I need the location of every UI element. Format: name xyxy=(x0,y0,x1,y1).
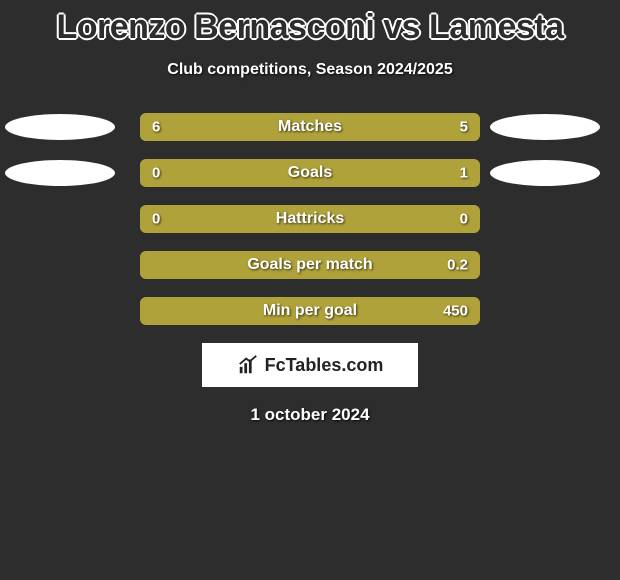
right-value: 0.2 xyxy=(447,257,468,274)
stat-row: 0 Goals 1 xyxy=(0,159,620,187)
comparison-chart: 6 Matches 5 0 Goals 1 0 Hattricks 0 xyxy=(0,113,620,325)
left-ellipse-icon xyxy=(5,114,115,140)
right-ellipse-icon xyxy=(490,114,600,140)
metric-label: Min per goal xyxy=(263,302,357,320)
left-value: 0 xyxy=(152,211,160,228)
bar-track: 6 Matches 5 xyxy=(140,113,480,141)
left-value: 6 xyxy=(152,119,160,136)
bar-track: 0 Goals 1 xyxy=(140,159,480,187)
page-title: Lorenzo Bernasconi vs Lamesta xyxy=(0,0,620,47)
right-value: 1 xyxy=(460,165,468,182)
bar-track: 0 Hattricks 0 xyxy=(140,205,480,233)
metric-label: Hattricks xyxy=(276,210,344,228)
stat-row: Min per goal 450 xyxy=(0,297,620,325)
metric-label: Goals per match xyxy=(247,256,372,274)
stat-row: 6 Matches 5 xyxy=(0,113,620,141)
brand-text: FcTables.com xyxy=(265,355,384,376)
metric-label: Goals xyxy=(288,164,332,182)
subtitle: Club competitions, Season 2024/2025 xyxy=(0,61,620,79)
bar-fill-left xyxy=(140,113,208,141)
stat-row: Goals per match 0.2 xyxy=(0,251,620,279)
stat-row: 0 Hattricks 0 xyxy=(0,205,620,233)
bar-track: Goals per match 0.2 xyxy=(140,251,480,279)
right-value: 450 xyxy=(443,303,468,320)
bar-track: Min per goal 450 xyxy=(140,297,480,325)
chart-icon xyxy=(237,354,259,376)
left-value: 0 xyxy=(152,165,160,182)
metric-label: Matches xyxy=(278,118,342,136)
right-value: 0 xyxy=(460,211,468,228)
right-value: 5 xyxy=(460,119,468,136)
date-label: 1 october 2024 xyxy=(0,405,620,425)
brand-badge: FcTables.com xyxy=(202,343,418,387)
left-ellipse-icon xyxy=(5,160,115,186)
right-ellipse-icon xyxy=(490,160,600,186)
